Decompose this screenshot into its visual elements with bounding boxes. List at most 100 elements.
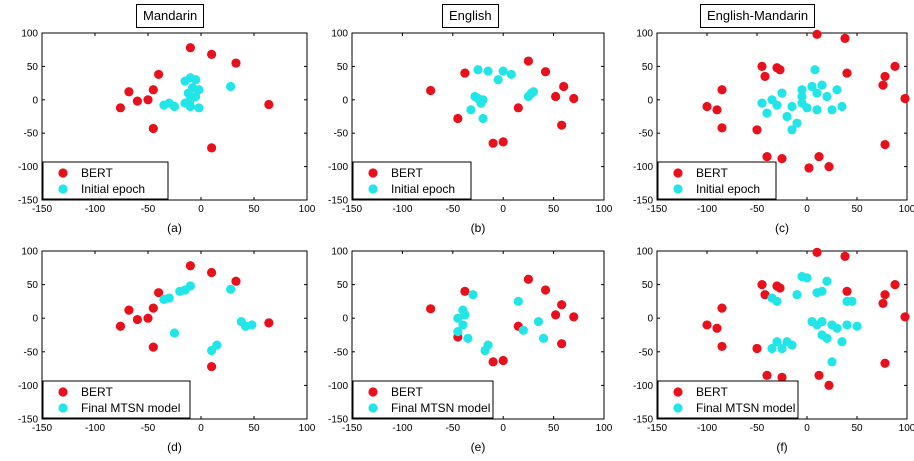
bert-point — [878, 298, 888, 309]
bert-point — [559, 81, 569, 92]
y-tick-label: 100 — [331, 29, 348, 40]
bert-point — [752, 125, 762, 135]
y-tick-label: 0 — [342, 314, 348, 325]
y-tick-label: -150 — [328, 196, 348, 207]
model-point — [498, 66, 508, 76]
model-point — [812, 105, 822, 115]
bert-point — [812, 29, 822, 39]
panel-label: (a) — [167, 221, 182, 235]
model-point — [842, 320, 852, 330]
legend-label: Final MTSN model — [696, 401, 795, 415]
model-point — [468, 290, 478, 300]
bert-point — [775, 65, 785, 75]
model-point — [538, 333, 549, 343]
x-tick-label: -150 — [32, 423, 52, 434]
x-tick-label: 0 — [804, 423, 810, 434]
model-point — [787, 101, 797, 112]
model-point — [226, 284, 236, 294]
model-point — [159, 294, 169, 304]
model-point — [169, 328, 180, 338]
bert-point — [900, 93, 910, 104]
model-point — [473, 65, 483, 75]
model-point — [777, 343, 787, 354]
y-tick-label: 100 — [21, 247, 38, 258]
bert-point — [890, 280, 900, 290]
y-tick-label: 0 — [342, 95, 348, 106]
legend-marker — [58, 403, 68, 413]
y-tick-label: 100 — [636, 247, 653, 258]
model-point — [772, 296, 782, 306]
model-point — [812, 320, 822, 330]
bert-point — [498, 137, 508, 147]
model-point — [194, 103, 204, 113]
bert-point — [775, 283, 785, 293]
model-point — [528, 87, 539, 97]
model-point — [207, 345, 217, 356]
x-tick-label: -100 — [392, 204, 412, 215]
legend-marker — [673, 168, 683, 178]
legend-marker — [368, 403, 378, 413]
bert-point — [717, 341, 727, 352]
panel-6: -150 -100 -50 0 50 100 -150 -100 -50 0 50 100 BERT Fi… — [633, 247, 914, 455]
model-point — [827, 105, 837, 115]
bert-point — [890, 61, 900, 71]
bert-point — [148, 123, 158, 134]
x-tick-label: -100 — [697, 423, 717, 434]
x-tick-label: -150 — [342, 204, 362, 215]
y-tick-label: 100 — [21, 29, 38, 40]
model-point — [460, 310, 470, 320]
model-point — [480, 345, 490, 356]
legend-label: BERT — [391, 166, 423, 180]
y-tick-label: -50 — [334, 129, 349, 140]
panel-2: -150 -100 -50 0 50 100 -150 -100 -50 0 50 100 BERT In… — [328, 29, 613, 236]
model-point — [169, 101, 180, 112]
bert-point — [115, 321, 126, 331]
model-point — [767, 343, 777, 354]
y-tick-label: -100 — [633, 162, 653, 173]
y-tick-label: -50 — [24, 347, 39, 358]
legend-marker — [58, 387, 68, 397]
model-point — [837, 101, 847, 112]
bert-point — [760, 71, 770, 82]
model-point — [533, 316, 544, 327]
model-point — [757, 98, 767, 108]
bert-point — [132, 96, 142, 106]
model-point — [453, 327, 463, 337]
bert-point — [880, 71, 890, 82]
y-tick-label: -100 — [328, 162, 348, 173]
model-point — [812, 288, 822, 298]
model-point — [226, 81, 236, 92]
bert-point — [569, 312, 579, 322]
bert-point — [757, 61, 767, 71]
model-point — [180, 76, 190, 86]
y-tick-label: 100 — [331, 247, 348, 258]
model-point — [159, 100, 169, 110]
model-point — [506, 69, 516, 80]
x-tick-label: 50 — [548, 204, 560, 215]
bert-point — [231, 58, 241, 68]
y-tick-label: -50 — [24, 129, 39, 140]
x-tick-label: -50 — [141, 204, 156, 215]
bert-point — [540, 285, 551, 295]
y-tick-label: -150 — [633, 196, 653, 207]
x-tick-label: -100 — [85, 423, 105, 434]
bert-point — [154, 69, 164, 80]
legend-label: BERT — [81, 385, 113, 399]
y-tick-label: -150 — [633, 415, 653, 426]
bert-point — [124, 87, 134, 97]
y-tick-label: -100 — [633, 381, 653, 392]
model-point — [787, 340, 797, 350]
model-point — [478, 113, 488, 124]
bert-point — [824, 380, 834, 390]
legend-marker — [673, 387, 683, 397]
x-tick-label: 100 — [596, 423, 613, 434]
model-point — [837, 337, 847, 347]
legend-box — [42, 380, 191, 419]
bert-point — [148, 342, 158, 352]
model-point — [797, 85, 807, 95]
bert-point — [752, 343, 762, 354]
bert-point — [453, 113, 463, 124]
x-tick-label: 50 — [548, 423, 560, 434]
model-point — [832, 323, 842, 333]
x-tick-label: 0 — [804, 204, 810, 215]
